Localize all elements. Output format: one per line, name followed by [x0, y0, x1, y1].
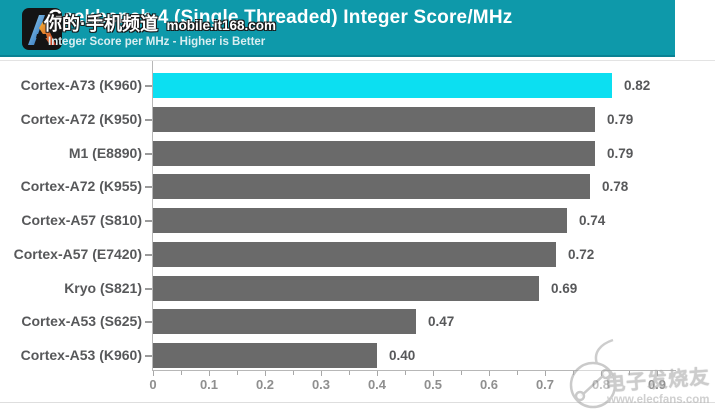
x-tick-label: 0.5: [423, 377, 443, 392]
x-tick-label: 0.2: [255, 377, 275, 392]
bottom-divider: [0, 402, 715, 403]
anandtech-logo-icon: [22, 8, 62, 50]
x-minor-tick-mark: [349, 371, 350, 375]
bar: [153, 343, 377, 368]
x-tick-mark: [321, 371, 322, 376]
bar-category-label: M1 (E8890): [68, 145, 142, 161]
watermark-top-text: 你的·手机频道: [44, 14, 158, 34]
bar-category-label: Cortex-A72 (K955): [20, 178, 142, 194]
bar-category-label: Cortex-A57 (E7420): [13, 246, 142, 262]
y-tick-mark: [145, 153, 152, 155]
x-tick-label: 0.6: [479, 377, 499, 392]
x-minor-tick-mark: [461, 371, 462, 375]
bar-value-label: 0.79: [607, 112, 634, 127]
x-tick-mark: [377, 371, 378, 376]
x-tick-label: 0.4: [367, 377, 387, 392]
bar-category-label: Cortex-A53 (S625): [21, 313, 142, 329]
bar-category-label: Cortex-A73 (K960): [20, 77, 142, 93]
y-tick-mark: [145, 288, 152, 290]
y-tick-mark: [145, 254, 152, 256]
bar-value-label: 0.69: [551, 281, 578, 296]
bar: [153, 174, 590, 199]
chart-title: Geekbench 4 (Single Threaded) Integer Sc…: [48, 7, 513, 28]
top-divider: [0, 60, 715, 61]
x-tick-mark: [265, 371, 266, 376]
bar-value-label: 0.82: [624, 78, 651, 93]
x-tick-mark: [657, 371, 658, 376]
y-tick-mark: [145, 119, 152, 121]
watermark-bottom-domain: www.elecfans.com: [607, 394, 710, 406]
y-tick-mark: [145, 321, 152, 323]
chart-subtitle: Integer Score per MHz - Higher is Better: [48, 36, 266, 48]
x-tick-mark: [433, 371, 434, 376]
x-tick-label: 0: [149, 377, 157, 392]
watermark-top-domain: mobile.it168.com: [166, 18, 276, 33]
x-minor-tick-mark: [517, 371, 518, 375]
x-tick-label: 0.3: [311, 377, 331, 392]
bar: [153, 73, 612, 98]
x-tick-label: 0.1: [199, 377, 219, 392]
x-axis-line: [152, 370, 676, 371]
x-minor-tick-mark: [293, 371, 294, 375]
x-tick-label: 0.9: [647, 377, 667, 392]
x-tick-mark: [209, 371, 210, 376]
bar: [153, 309, 416, 334]
bar-category-label: Cortex-A57 (S810): [21, 212, 142, 228]
bar-category-label: Cortex-A72 (K950): [20, 111, 142, 127]
watermark-top: 你的·手机频道 mobile.it168.com: [44, 10, 276, 36]
x-minor-tick-mark: [405, 371, 406, 375]
x-minor-tick-mark: [629, 371, 630, 375]
watermark-bottom-text: 电子发烧友: [604, 366, 711, 396]
x-tick-mark: [153, 371, 154, 376]
y-tick-mark: [145, 85, 152, 87]
x-minor-tick-mark: [181, 371, 182, 375]
bar-value-label: 0.72: [568, 247, 595, 262]
bar-category-label: Cortex-A53 (K960): [20, 347, 142, 363]
chart-header: Geekbench 4 (Single Threaded) Integer Sc…: [0, 0, 675, 57]
y-tick-mark: [145, 186, 152, 188]
x-tick-mark: [489, 371, 490, 376]
x-minor-tick-mark: [237, 371, 238, 375]
bar: [153, 141, 595, 166]
elecfans-logo-icon: [569, 338, 617, 409]
y-tick-mark: [145, 355, 152, 357]
bar-value-label: 0.74: [579, 213, 606, 228]
bar-value-label: 0.78: [602, 179, 629, 194]
bar-value-label: 0.79: [607, 146, 634, 161]
bar: [153, 276, 539, 301]
bar-category-label: Kryo (S821): [64, 280, 142, 296]
bar-value-label: 0.40: [389, 348, 416, 363]
bar: [153, 242, 556, 267]
y-tick-mark: [145, 220, 152, 222]
watermark-bottom: 电子发烧友 www.elecfans.com: [555, 338, 715, 410]
x-tick-mark: [545, 371, 546, 376]
bar-value-label: 0.47: [428, 314, 455, 329]
bar: [153, 107, 595, 132]
y-axis-line: [152, 61, 153, 371]
bar: [153, 208, 567, 233]
x-tick-label: 0.7: [535, 377, 555, 392]
